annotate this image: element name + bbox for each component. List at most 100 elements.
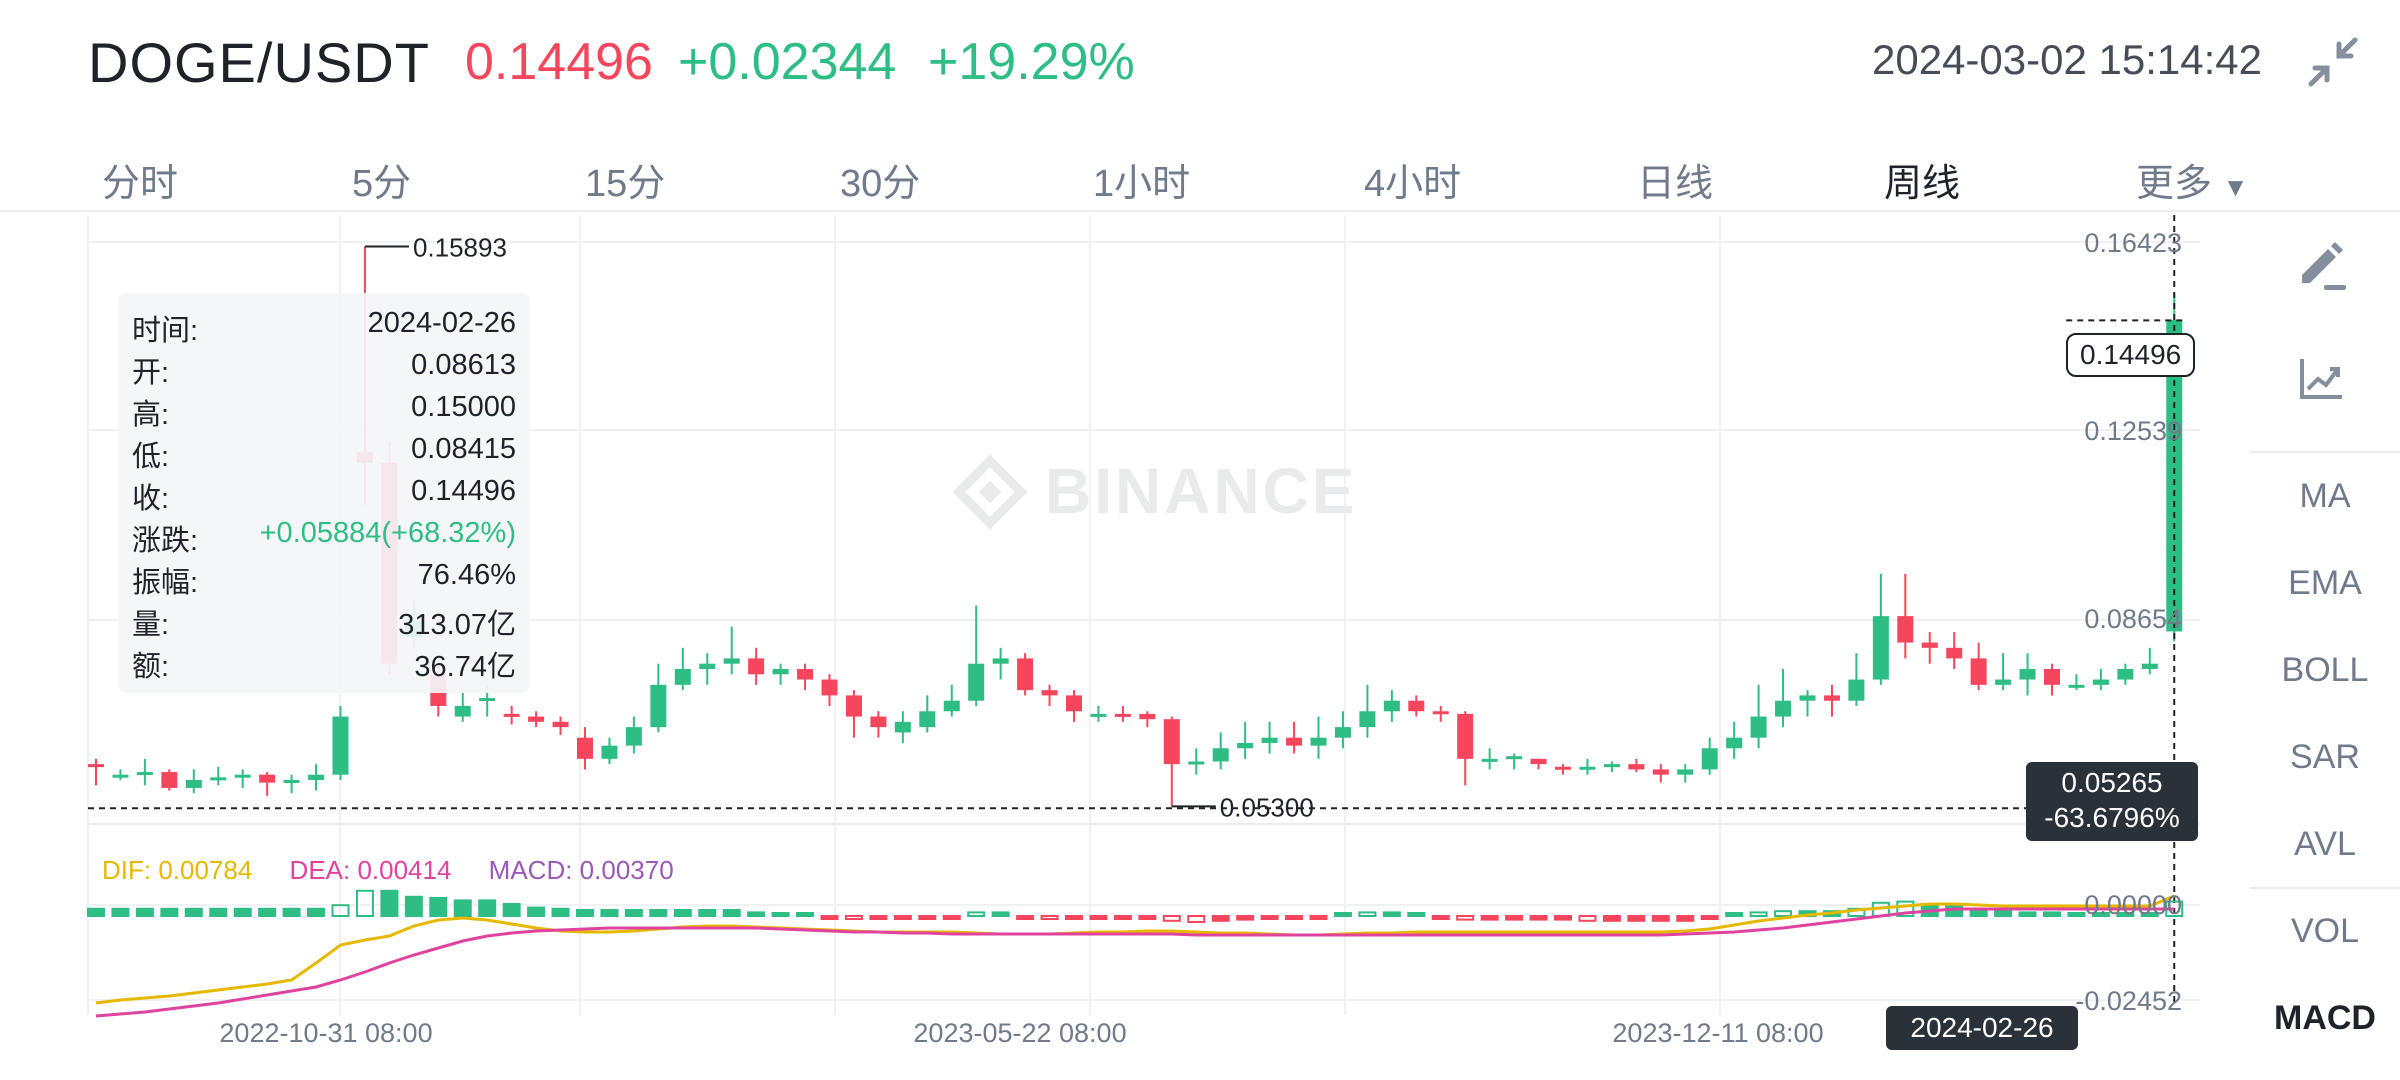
indicator-sar[interactable]: SAR xyxy=(2290,738,2360,776)
macd-histogram-bar xyxy=(87,907,105,917)
candle-body xyxy=(1921,642,1938,648)
right-toolbar: MA EMA BOLL SAR AVL VOL MACD xyxy=(2250,215,2400,1055)
price-change-percent: +19.29% xyxy=(928,33,1135,91)
candle-body xyxy=(185,779,202,788)
macd-histogram-bar xyxy=(1945,905,1964,918)
indicator-avl[interactable]: AVL xyxy=(2294,825,2356,863)
tab-4h[interactable]: 4小时 xyxy=(1364,163,1462,205)
info-row-close: 收: 0.14496 xyxy=(132,475,516,517)
tab-time-share[interactable]: 分时 xyxy=(102,163,179,205)
macd-histogram-bar xyxy=(2091,912,2110,917)
info-label: 时间: xyxy=(132,315,199,347)
macd-histogram-bar xyxy=(844,915,863,920)
macd-histogram-bar xyxy=(355,889,374,917)
tab-more-label: 更多 xyxy=(2136,163,2213,205)
info-value: 0.15000 xyxy=(411,391,516,423)
candle-body xyxy=(1506,756,1523,760)
candle-body xyxy=(1848,679,1865,701)
candle-body xyxy=(1432,711,1449,715)
candle-body xyxy=(1603,764,1620,768)
candle-body xyxy=(748,658,765,675)
indicator-vol[interactable]: VOL xyxy=(2290,912,2360,950)
info-row-change: 涨跌: +0.05884(+68.32%) xyxy=(132,517,516,559)
macd-histogram-bar xyxy=(649,909,668,917)
candle-body xyxy=(1163,719,1180,765)
candle-body xyxy=(1823,695,1840,701)
macd-histogram-bar xyxy=(2116,912,2135,917)
candle-body xyxy=(1261,737,1278,743)
candle-body xyxy=(1457,713,1474,759)
indicator-ema[interactable]: EMA xyxy=(2288,564,2362,602)
tab-1w[interactable]: 周线 xyxy=(1884,163,1961,205)
candle-body xyxy=(1701,748,1718,770)
candles xyxy=(88,246,2183,807)
dif-line xyxy=(95,894,2175,1005)
macd-histogram-bar xyxy=(1505,915,1524,921)
macd-histogram-bar xyxy=(1016,915,1035,920)
info-row-time: 时间: 2024-02-26 xyxy=(132,307,516,349)
crosshair-percent: -63.6796% xyxy=(2044,802,2180,833)
macd-histogram-bar xyxy=(1700,915,1719,920)
header: DOGE/USDT 0.14496 +0.02344 +19.29% 2024-… xyxy=(0,0,2400,130)
crosshair-date-tag: 2024-02-26 xyxy=(1886,1006,2078,1050)
candle-body xyxy=(968,663,985,701)
macd-histogram-bar xyxy=(747,911,766,918)
candle-body xyxy=(2092,679,2109,685)
candle-body xyxy=(1555,766,1571,770)
candle-body xyxy=(2019,668,2036,680)
price-axis-label: 0.08654 xyxy=(2084,604,2182,634)
indicator-ma[interactable]: MA xyxy=(2299,477,2351,515)
info-value: 2024-02-26 xyxy=(367,307,516,339)
tab-1d[interactable]: 日线 xyxy=(1637,163,1714,205)
candle-body xyxy=(1799,695,1816,701)
candle-body xyxy=(136,772,153,776)
candle-body xyxy=(674,668,691,685)
candle-body xyxy=(1970,658,1987,685)
info-row-volume: 量: 313.07亿 xyxy=(132,601,516,643)
timeframe-tabs: 分时 5分 15分 30分 1小时 4小时 日线 周线 更多 ▼ xyxy=(0,140,2400,212)
candle-body xyxy=(992,658,1009,664)
macd-histogram-bar xyxy=(551,907,570,917)
macd-histogram-bar xyxy=(1994,910,2013,918)
indicator-boll[interactable]: BOLL xyxy=(2281,651,2369,689)
macd-histogram-bar xyxy=(1651,915,1670,922)
draw-pencil-icon[interactable] xyxy=(2294,239,2352,295)
info-row-turnover: 额: 36.74亿 xyxy=(132,643,516,685)
macd-histogram-bar xyxy=(1578,915,1597,922)
timestamp: 2024-03-02 15:14:42 xyxy=(1872,36,2262,83)
info-label: 量: xyxy=(132,609,170,641)
candle-body xyxy=(1383,700,1400,712)
candle-body xyxy=(1530,758,1547,765)
indicator-chart-icon[interactable] xyxy=(2296,355,2348,403)
indicator-macd[interactable]: MACD xyxy=(2274,999,2376,1037)
macd-histogram-bar xyxy=(673,909,692,917)
info-row-open: 开: 0.08613 xyxy=(132,349,516,391)
divider xyxy=(2250,451,2400,453)
macd-histogram-bar xyxy=(942,915,961,920)
exit-fullscreen-icon[interactable] xyxy=(2305,34,2361,90)
macd-histogram-bar xyxy=(1040,915,1059,920)
macd-histogram-bar xyxy=(796,912,815,917)
info-value: 0.08613 xyxy=(411,349,516,381)
candle-body xyxy=(1677,769,1694,775)
macd-histogram-bar xyxy=(1113,915,1132,920)
time-axis-label: 2023-12-11 08:00 xyxy=(1612,1018,1823,1048)
candle-body xyxy=(1946,647,1963,659)
candle-body xyxy=(870,716,887,728)
dif-label: DIF: 0.00784 xyxy=(102,855,253,885)
tab-more[interactable]: 更多 ▼ xyxy=(2136,152,2248,207)
candle-body xyxy=(2117,668,2134,680)
macd-histogram-bar xyxy=(1676,915,1695,922)
price-change: +0.02344 xyxy=(678,33,897,91)
info-label: 开: xyxy=(132,357,170,389)
tab-15m[interactable]: 15分 xyxy=(585,163,666,205)
candle-body xyxy=(1041,690,1058,696)
trading-pair[interactable]: DOGE/USDT xyxy=(88,31,430,94)
macd-histogram-bar xyxy=(1480,915,1499,921)
tab-30m[interactable]: 30分 xyxy=(840,163,921,205)
tab-1h[interactable]: 1小时 xyxy=(1093,163,1191,205)
candle-body xyxy=(112,774,129,778)
tab-5m[interactable]: 5分 xyxy=(352,163,412,205)
candle-body xyxy=(699,663,716,669)
